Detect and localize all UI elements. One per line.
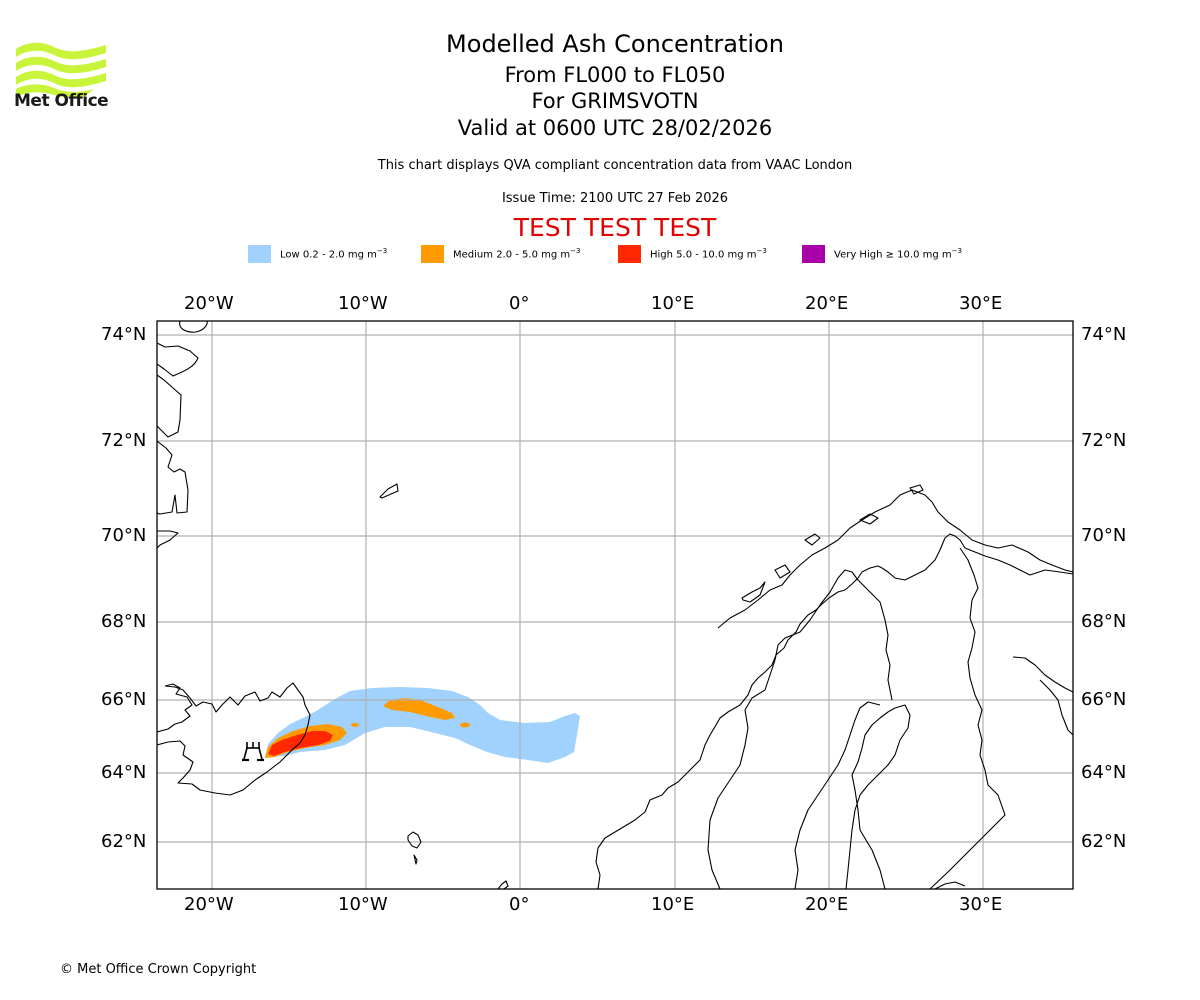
coastline-iceland xyxy=(157,682,311,796)
lon-label-bottom: 10°E xyxy=(651,894,695,915)
legend-swatch-low xyxy=(248,245,271,263)
met-office-logo-icon xyxy=(16,42,106,99)
lon-label-bottom: 20°W xyxy=(184,894,234,915)
legend-label-very-high: Very High ≥ 10.0 mg m−3 xyxy=(834,247,962,261)
coastline-shetland xyxy=(497,880,509,889)
legend-label-high: High 5.0 - 10.0 mg m−3 xyxy=(650,247,767,261)
coastline-norway xyxy=(595,533,1073,889)
border-finland-russia xyxy=(929,547,1006,889)
coastline-sweden-east xyxy=(794,701,881,889)
lon-label-bottom: 30°E xyxy=(959,894,1003,915)
lon-label-top: 20°W xyxy=(184,293,234,314)
coastline-lofoten xyxy=(741,484,924,603)
coastline-norway-north xyxy=(717,489,1073,629)
lat-label-right: 62°N xyxy=(1081,831,1127,852)
legend-item-medium: Medium 2.0 - 5.0 mg m−3 xyxy=(421,244,580,264)
legend-label-medium: Medium 2.0 - 5.0 mg m−3 xyxy=(453,247,581,261)
coastline-gulf-of-bothnia xyxy=(845,704,911,889)
legend-swatch-high xyxy=(618,245,641,263)
lat-label-right: 70°N xyxy=(1081,525,1127,546)
ash-region-medium xyxy=(351,723,359,727)
valid-time: Valid at 0600 UTC 28/02/2026 xyxy=(457,116,773,140)
legend-item-high: High 5.0 - 10.0 mg m−3 xyxy=(618,244,767,264)
lon-label-bottom: 10°W xyxy=(338,894,388,915)
ash-region-medium xyxy=(460,722,470,728)
lat-label-left: 62°N xyxy=(101,831,147,852)
lon-label-top: 10°W xyxy=(338,293,388,314)
map-frame xyxy=(156,320,1074,890)
lat-label-right: 66°N xyxy=(1081,689,1127,710)
logo-text: Met Office xyxy=(14,91,109,111)
lat-label-left: 72°N xyxy=(101,430,147,451)
ash-region-high xyxy=(268,731,333,756)
border-norway-sweden xyxy=(707,569,893,889)
lat-label-left: 66°N xyxy=(101,689,147,710)
coastline-faroe-islands xyxy=(407,831,422,865)
lon-label-top: 30°E xyxy=(959,293,1003,314)
graticule xyxy=(157,321,1073,889)
volcano-icon xyxy=(242,742,264,762)
lon-label-top: 0° xyxy=(509,293,530,314)
legend-label-low: Low 0.2 - 2.0 mg m−3 xyxy=(280,247,388,261)
lat-label-right: 74°N xyxy=(1081,324,1127,345)
coastline-jan-mayen xyxy=(379,483,399,499)
lat-label-left: 70°N xyxy=(101,525,147,546)
coastline-greenland xyxy=(157,321,208,549)
flight-level-range: From FL000 to FL050 xyxy=(504,63,726,87)
issue-time: Issue Time: 2100 UTC 27 Feb 2026 xyxy=(501,191,729,206)
legend-item-very-high: Very High ≥ 10.0 mg m−3 xyxy=(802,244,962,264)
volcano-name: For GRIMSVOTN xyxy=(531,89,699,113)
chart-subtitle: This chart displays QVA compliant concen… xyxy=(377,158,853,173)
ash-region-low xyxy=(265,687,580,763)
coastline-white-sea xyxy=(1012,656,1073,736)
lon-label-top: 10°E xyxy=(651,293,695,314)
lon-label-top: 20°E xyxy=(805,293,849,314)
lon-label-bottom: 20°E xyxy=(805,894,849,915)
coastline-estonia xyxy=(934,881,966,889)
legend-item-low: Low 0.2 - 2.0 mg m−3 xyxy=(248,244,387,264)
lat-label-right: 68°N xyxy=(1081,611,1127,632)
legend-swatch-very-high xyxy=(802,245,825,263)
legend-swatch-medium xyxy=(421,245,444,263)
lon-label-bottom: 0° xyxy=(509,894,530,915)
ash-region-medium xyxy=(383,698,455,720)
test-banner: TEST TEST TEST xyxy=(513,213,717,242)
lat-label-right: 64°N xyxy=(1081,762,1127,783)
lat-label-right: 72°N xyxy=(1081,430,1127,451)
lat-label-left: 74°N xyxy=(101,324,147,345)
chart-title: Modelled Ash Concentration xyxy=(446,30,784,58)
lat-label-left: 64°N xyxy=(101,762,147,783)
lat-label-left: 68°N xyxy=(101,611,147,632)
copyright-notice: © Met Office Crown Copyright xyxy=(60,962,257,977)
